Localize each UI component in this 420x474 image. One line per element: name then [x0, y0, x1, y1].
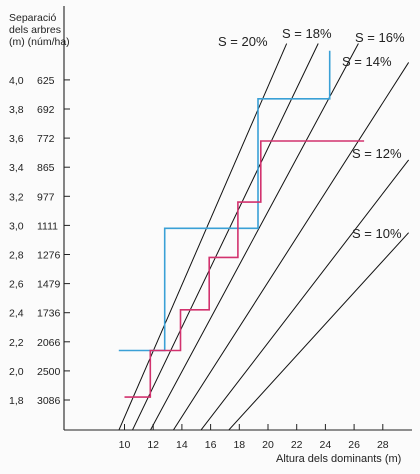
- y-tick-density-5: 1276: [37, 250, 61, 262]
- x-tick-label-0: 10: [119, 439, 131, 451]
- reference-line-label-2: S = 16%: [355, 30, 405, 45]
- reference-line-4: [200, 159, 410, 430]
- y-axis-title-line-3: (m) (núm/ha): [9, 36, 70, 48]
- slenderness-line-labels: S = 20% S = 18% S = 16% S = 14% S = 12% S = 1…: [218, 26, 405, 241]
- reference-line-5: [228, 232, 409, 430]
- y-axis-title-line-1: Separació: [9, 12, 56, 24]
- y-tick-density-10: 692: [37, 104, 55, 116]
- y-tick-density-6: 1111: [37, 220, 58, 232]
- y-tick-density-8: 865: [37, 162, 55, 174]
- x-tick-label-4: 18: [233, 439, 245, 451]
- y-tick-spacing-11: 4,0: [9, 75, 24, 87]
- reference-line-label-3: S = 14%: [342, 54, 392, 69]
- y-tick-density-1: 2500: [37, 366, 61, 378]
- y-axis-ticks: 1,8 3086 2,0 2500 2,2 2066 2,4 1736 2,6 1479 2,8 12…: [9, 75, 70, 407]
- y-tick-density-11: 625: [37, 75, 55, 87]
- step-series-1: [124, 140, 365, 398]
- y-tick-spacing-1: 2,0: [9, 366, 24, 378]
- x-tick-label-1: 12: [147, 439, 159, 451]
- y-tick-spacing-8: 3,4: [9, 162, 24, 174]
- y-tick-spacing-3: 2,4: [9, 308, 24, 320]
- y-tick-density-3: 1736: [37, 308, 61, 320]
- x-tick-label-2: 14: [176, 439, 188, 451]
- x-axis-title: Altura dels dominants (m): [276, 453, 401, 465]
- y-tick-density-4: 1479: [37, 279, 61, 291]
- thinning-step-series: [118, 50, 365, 398]
- reference-line-label-1: S = 18%: [282, 26, 332, 41]
- reference-line-2: [149, 43, 359, 430]
- reference-line-1: [131, 43, 319, 430]
- x-tick-label-6: 22: [291, 439, 303, 451]
- reference-line-label-0: S = 20%: [218, 34, 268, 49]
- y-tick-density-7: 977: [37, 191, 55, 203]
- y-tick-spacing-4: 2,6: [9, 279, 24, 291]
- y-tick-spacing-9: 3,6: [9, 133, 24, 145]
- x-tick-label-8: 26: [348, 439, 360, 451]
- y-tick-density-0: 3086: [37, 395, 61, 407]
- y-tick-spacing-7: 3,2: [9, 191, 24, 203]
- y-tick-spacing-2: 2,2: [9, 337, 24, 349]
- y-tick-spacing-5: 2,8: [9, 250, 24, 262]
- y-tick-density-9: 772: [37, 133, 55, 145]
- reference-line-3: [172, 62, 410, 430]
- x-axis-ticks: 10 12 14 16 18 20 22 24 26 28: [119, 424, 389, 451]
- y-axis-title: Separació dels arbres (m) (núm/ha): [9, 12, 70, 48]
- x-tick-label-3: 16: [205, 439, 217, 451]
- y-axis-title-line-2: dels arbres: [9, 24, 61, 36]
- y-tick-spacing-0: 1,8: [9, 395, 24, 407]
- step-series-0: [118, 50, 331, 352]
- x-tick-label-7: 24: [320, 439, 332, 451]
- reference-line-label-5: S = 10%: [352, 226, 402, 241]
- reference-line-label-4: S = 12%: [352, 146, 402, 161]
- y-tick-spacing-10: 3,8: [9, 104, 24, 116]
- y-tick-spacing-6: 3,0: [9, 220, 24, 232]
- x-tick-label-5: 20: [262, 439, 274, 451]
- slenderness-reference-lines: [118, 43, 410, 430]
- y-tick-density-2: 2066: [37, 337, 61, 349]
- reference-line-0: [118, 43, 288, 430]
- x-tick-label-9: 28: [377, 439, 389, 451]
